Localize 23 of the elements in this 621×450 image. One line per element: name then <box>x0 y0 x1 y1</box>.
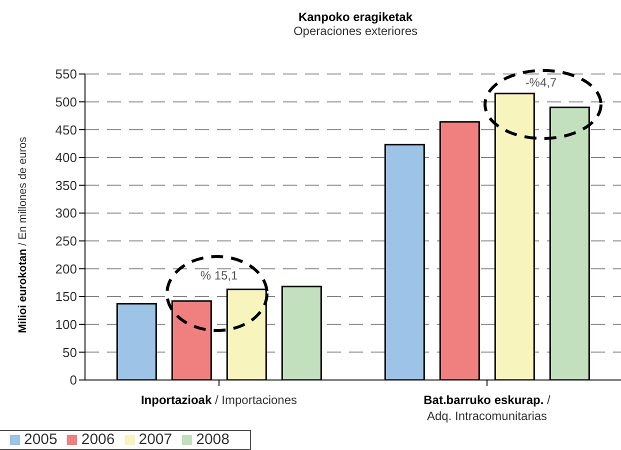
y-tick-label: 500 <box>55 94 77 110</box>
y-tick-label: 100 <box>55 316 77 332</box>
y-tick-label: 550 <box>55 66 77 82</box>
x-tick-label: Inportazioak / Importaciones <box>140 393 298 407</box>
y-tick-label: 450 <box>55 122 77 138</box>
x-tick-label: Bat.barruko eskurap. / Adq. Intracomunitarias <box>424 393 552 423</box>
y-tick-label: 250 <box>55 234 77 249</box>
y-tick-label: 150 <box>55 289 77 304</box>
y-tick-label: 200 <box>55 261 77 276</box>
legend-label: 2006 <box>81 431 115 448</box>
legend-label: 2008 <box>196 431 230 448</box>
chart-title: Kanpoko eragiketak <box>297 10 414 24</box>
y-axis-title: Milioi eurokotan / En millones de euros <box>17 136 29 334</box>
y-tick-label: 400 <box>55 150 77 166</box>
legend-label: 2007 <box>138 431 172 448</box>
y-tick-label: 350 <box>55 178 77 193</box>
annotation: % 15,1 <box>200 268 238 283</box>
chart-subtitle: Operaciones exteriores <box>292 24 419 38</box>
annotation: -%4,7 <box>525 75 557 90</box>
y-tick-label: 0 <box>70 372 77 388</box>
y-tick-label: 50 <box>62 344 77 360</box>
y-tick-label: 300 <box>55 206 77 221</box>
legend-label: 2005 <box>24 431 58 448</box>
